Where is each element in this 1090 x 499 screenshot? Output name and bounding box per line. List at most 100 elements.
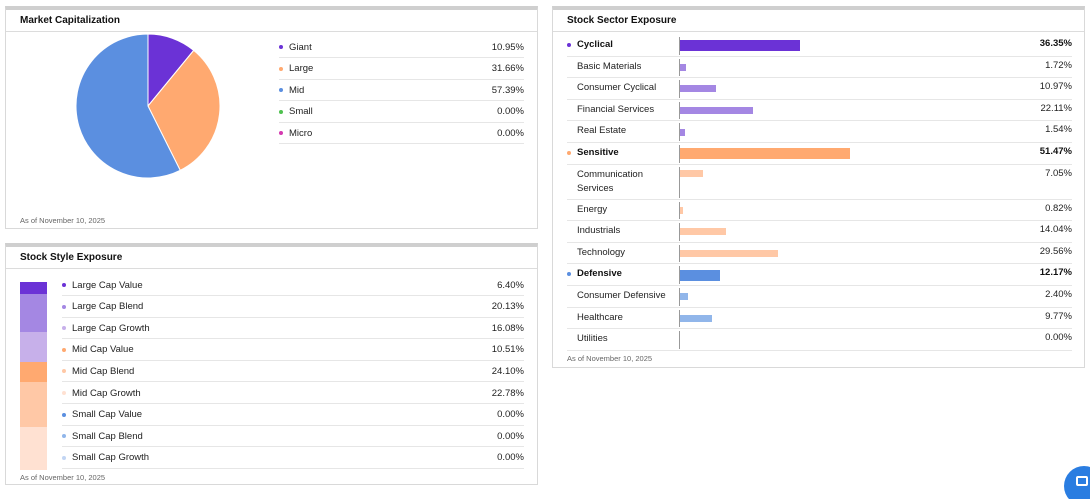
sector-value: 0.82% [1045,202,1072,214]
sector-exposure-title: Stock Sector Exposure [553,10,1084,32]
legend-value: 0.00% [497,106,524,118]
legend-row-mid-cap-blend: Mid Cap Blend 24.10% [62,361,524,383]
sector-value: 2.40% [1045,289,1072,300]
sector-label: Cyclical [577,39,613,50]
legend-value: 16.08% [491,322,524,334]
sector-label: Consumer Defensive [577,290,666,301]
legend-row-small: Small 0.00% [279,102,524,123]
legend-dot [62,347,66,352]
style-segment-mid-cap-value [20,362,47,382]
legend-label: Giant [289,41,312,53]
sector-label: Consumer Cyclical [577,82,657,94]
legend-dot [62,369,66,374]
sector-bar [680,293,688,301]
legend-dot [62,391,66,395]
style-as-of: As of November 10, 2025 [20,473,106,482]
style-segment-large-cap-value [20,282,47,295]
sector-axis [679,166,680,198]
sector-row-real-estate: Real Estate 1.54% [567,121,1072,143]
chat-help-button[interactable] [1064,466,1090,499]
pie-slice-mid [75,33,181,179]
legend-dot [279,109,283,114]
legend-dot [279,45,283,49]
sector-label: Communication Services [577,168,643,194]
legend-row-small-cap-growth: Small Cap Growth 0.00% [62,448,524,469]
sector-bar [680,85,717,93]
sector-bar [680,269,721,281]
sector-value: 29.56% [1039,245,1072,257]
pie-slice-large [147,49,221,172]
legend-row-micro: Micro 0.00% [279,123,524,145]
style-segment-mid-cap-blend [20,381,47,428]
legend-row-large-cap-blend: Large Cap Blend 20.13% [62,297,524,318]
legend-label: Mid [289,84,305,96]
legend-row-mid: Mid 57.39% [279,80,524,102]
legend-label: Small Cap Growth [72,452,150,464]
sector-axis [679,288,680,306]
sector-row-basic-materials: Basic Materials 1.72% [567,57,1072,79]
legend-value: 0.00% [497,409,524,421]
legend-dot [62,326,66,331]
legend-value: 22.78% [491,387,524,399]
legend-row-small-cap-blend: Small Cap Blend 0.00% [62,426,524,448]
sector-bar [680,148,850,160]
market-cap-as-of: As of November 10, 2025 [20,216,106,225]
sector-value: 22.11% [1040,102,1072,114]
legend-row-mid-cap-growth: Mid Cap Growth 22.78% [62,383,524,404]
sector-bar [680,107,753,115]
legend-label: Mid Cap Growth [72,387,141,399]
legend-label: Micro [289,127,313,139]
style-segment-large-cap-growth [20,331,47,363]
style-segment-large-cap-blend [20,294,47,332]
legend-row-large: Large 31.66% [279,59,524,80]
sector-axis [679,58,680,77]
sector-axis [679,37,680,55]
sector-as-of: As of November 10, 2025 [567,354,653,363]
sector-label: Real Estate [577,125,627,137]
sector-row-communication-services: Communication Services 7.05% [567,165,1072,200]
legend-dot [279,131,283,136]
sector-axis [679,80,680,98]
sector-value: 51.47% [1039,146,1072,157]
legend-label: Small Cap Blend [72,430,143,442]
sector-bar [680,40,800,52]
sector-bar [680,228,727,236]
sector-axis [679,309,680,328]
sector-exposure-card: Stock Sector Exposure Cyclical 36.35% Basi… [552,6,1085,368]
sector-bar [680,169,704,177]
sector-value: 12.17% [1039,267,1072,279]
sector-value: 10.97% [1039,81,1072,93]
sector-label: Sensitive [577,147,619,158]
sector-row-sensitive: Sensitive 51.47% [567,143,1072,165]
sector-bar [680,250,778,258]
sector-value: 7.05% [1045,167,1072,179]
sector-row-healthcare: Healthcare 9.77% [567,308,1072,330]
legend-value: 0.00% [497,452,524,464]
sector-label: Technology [577,246,626,258]
legend-value: 10.51% [491,344,524,356]
sector-axis [679,331,680,349]
sector-value: 1.54% [1045,124,1072,136]
sector-row-cyclical: Cyclical 36.35% [567,35,1072,57]
legend-row-mid-cap-value: Mid Cap Value 10.51% [62,340,524,361]
legend-label: Large [289,63,314,75]
legend-label: Large Cap Blend [72,301,144,313]
sector-value: 9.77% [1045,310,1072,322]
legend-label: Small [289,106,313,118]
legend-label: Mid Cap Value [72,344,134,356]
sector-value: 0.00% [1045,332,1072,344]
legend-value: 10.95% [491,41,524,53]
sector-bar [680,206,683,214]
sector-label: Utilities [577,333,608,345]
sector-axis [679,145,680,163]
legend-dot [62,304,66,309]
legend-dot [279,66,283,71]
market-cap-title: Market Capitalization [6,10,537,32]
legend-value: 31.66% [491,63,524,75]
sector-row-defensive: Defensive 12.17% [567,264,1072,286]
sector-row-technology: Technology 29.56% [567,243,1072,265]
sector-row-industrials: Industrials 14.04% [567,221,1072,243]
legend-value: 0.00% [497,127,524,139]
sector-value: 1.72% [1045,59,1072,71]
style-segment-mid-cap-growth [20,427,47,470]
